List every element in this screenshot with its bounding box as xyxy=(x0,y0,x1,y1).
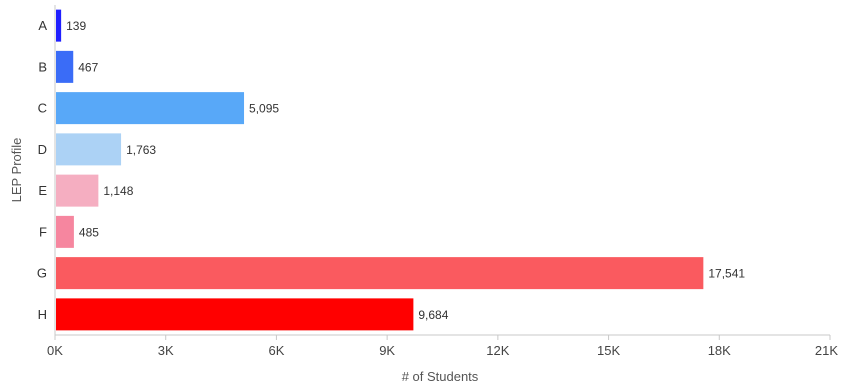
bar-e[interactable] xyxy=(56,174,99,207)
x-tick-label: 6K xyxy=(268,343,284,358)
category-label-d: D xyxy=(38,142,47,157)
bar-f[interactable] xyxy=(56,215,74,248)
x-tick-label: 0K xyxy=(47,343,63,358)
x-axis-title: # of Students xyxy=(402,369,479,384)
y-axis-title: LEP Profile xyxy=(9,138,24,203)
bar-c[interactable] xyxy=(56,92,245,125)
x-tick-label: 3K xyxy=(158,343,174,358)
bar-a[interactable] xyxy=(56,9,62,42)
category-label-e: E xyxy=(38,183,47,198)
data-label-e: 1,148 xyxy=(103,184,133,198)
category-label-g: G xyxy=(37,266,47,281)
category-label-b: B xyxy=(38,59,47,74)
data-label-b: 467 xyxy=(78,60,98,74)
x-tick-label: 9K xyxy=(379,343,395,358)
category-label-a: A xyxy=(38,18,47,33)
data-label-h: 9,684 xyxy=(418,308,448,322)
data-label-c: 5,095 xyxy=(249,102,279,116)
data-label-d: 1,763 xyxy=(126,143,156,157)
bar-b[interactable] xyxy=(56,50,74,83)
x-tick-label: 18K xyxy=(708,343,731,358)
bars-group xyxy=(56,9,704,331)
x-tick-label: 12K xyxy=(486,343,509,358)
data-labels-group: 139 467 5,095 1,763 1,148 485 17,541 9,684 xyxy=(66,19,745,322)
category-label-c: C xyxy=(38,101,47,116)
bar-g[interactable] xyxy=(56,257,704,290)
data-label-f: 485 xyxy=(79,225,99,239)
data-label-a: 139 xyxy=(66,19,86,33)
x-tick-labels-group: 0K 3K 6K 9K 12K 15K 18K 21K xyxy=(47,335,838,358)
category-label-h: H xyxy=(38,307,47,322)
category-label-f: F xyxy=(39,224,47,239)
x-tick-label: 21K xyxy=(815,343,838,358)
bar-d[interactable] xyxy=(56,133,122,166)
x-tick-label: 15K xyxy=(597,343,620,358)
bar-h[interactable] xyxy=(56,298,414,331)
category-labels-group: A B C D E F G H xyxy=(37,18,47,322)
data-label-g: 17,541 xyxy=(708,267,745,281)
